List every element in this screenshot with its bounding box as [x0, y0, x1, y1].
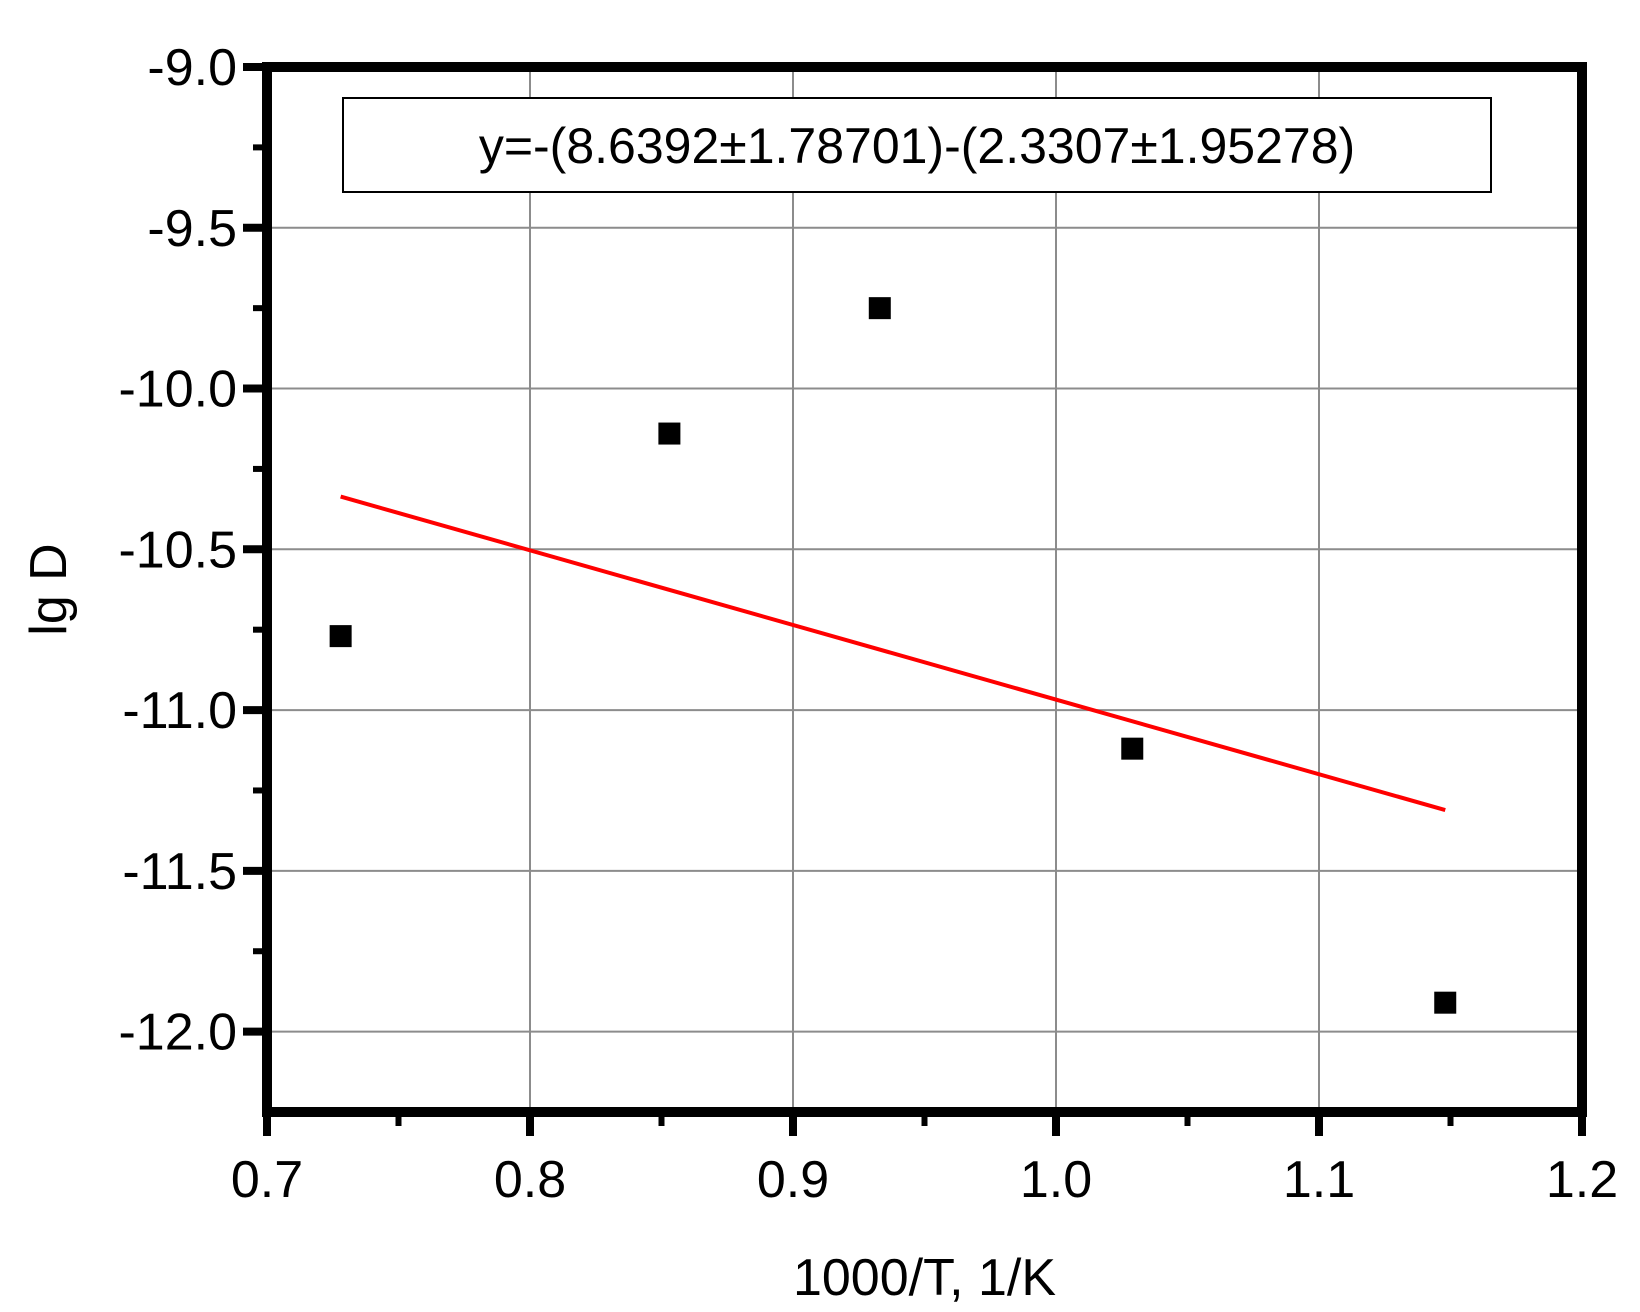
data-point: [1121, 737, 1144, 760]
x-tick-labels: 0.7 0.8 0.9 1.0 1.1 1.2: [231, 1151, 1618, 1209]
data-point: [329, 625, 352, 648]
y-tick-label: -9.0: [147, 39, 237, 97]
axis-ticks: [243, 63, 1586, 1136]
y-tick-label: -12.0: [118, 1004, 237, 1062]
y-tick-label: -9.5: [147, 200, 237, 258]
y-tick-labels: -9.0 -9.5 -10.0 -10.5 -11.0 -11.5 -12.0: [118, 39, 237, 1062]
y-axis-title: lg D: [20, 543, 78, 635]
y-tick-label: -10.5: [118, 521, 237, 579]
x-tick-label: 0.9: [757, 1151, 829, 1209]
x-tick-label: 0.8: [494, 1151, 566, 1209]
x-tick-label: 1.2: [1546, 1151, 1618, 1209]
x-tick-label: 1.1: [1283, 1151, 1355, 1209]
equation-box: y=-(8.6392±1.78701)-(2.3307±1.95278): [342, 97, 1492, 193]
fit-equation: y=-(8.6392±1.78701)-(2.3307±1.95278): [479, 118, 1355, 174]
y-tick-label: -11.5: [122, 843, 237, 901]
y-tick-label: -10.0: [118, 361, 237, 419]
fit-line-group: [340, 494, 1446, 812]
data-point: [658, 422, 681, 445]
x-axis-title: 1000/T, 1/K: [793, 1249, 1056, 1307]
grid: [266, 66, 1583, 1112]
data-point: [1434, 991, 1457, 1014]
x-tick-label: 1.0: [1020, 1151, 1092, 1209]
plot-frame: [262, 62, 1587, 1117]
data-points: [329, 297, 1457, 1014]
equation-box-border: [342, 97, 1492, 193]
fit-line: [340, 494, 1446, 812]
x-tick-label: 0.7: [231, 1151, 303, 1209]
data-point: [868, 297, 891, 320]
y-tick-label: -11.0: [122, 682, 237, 740]
